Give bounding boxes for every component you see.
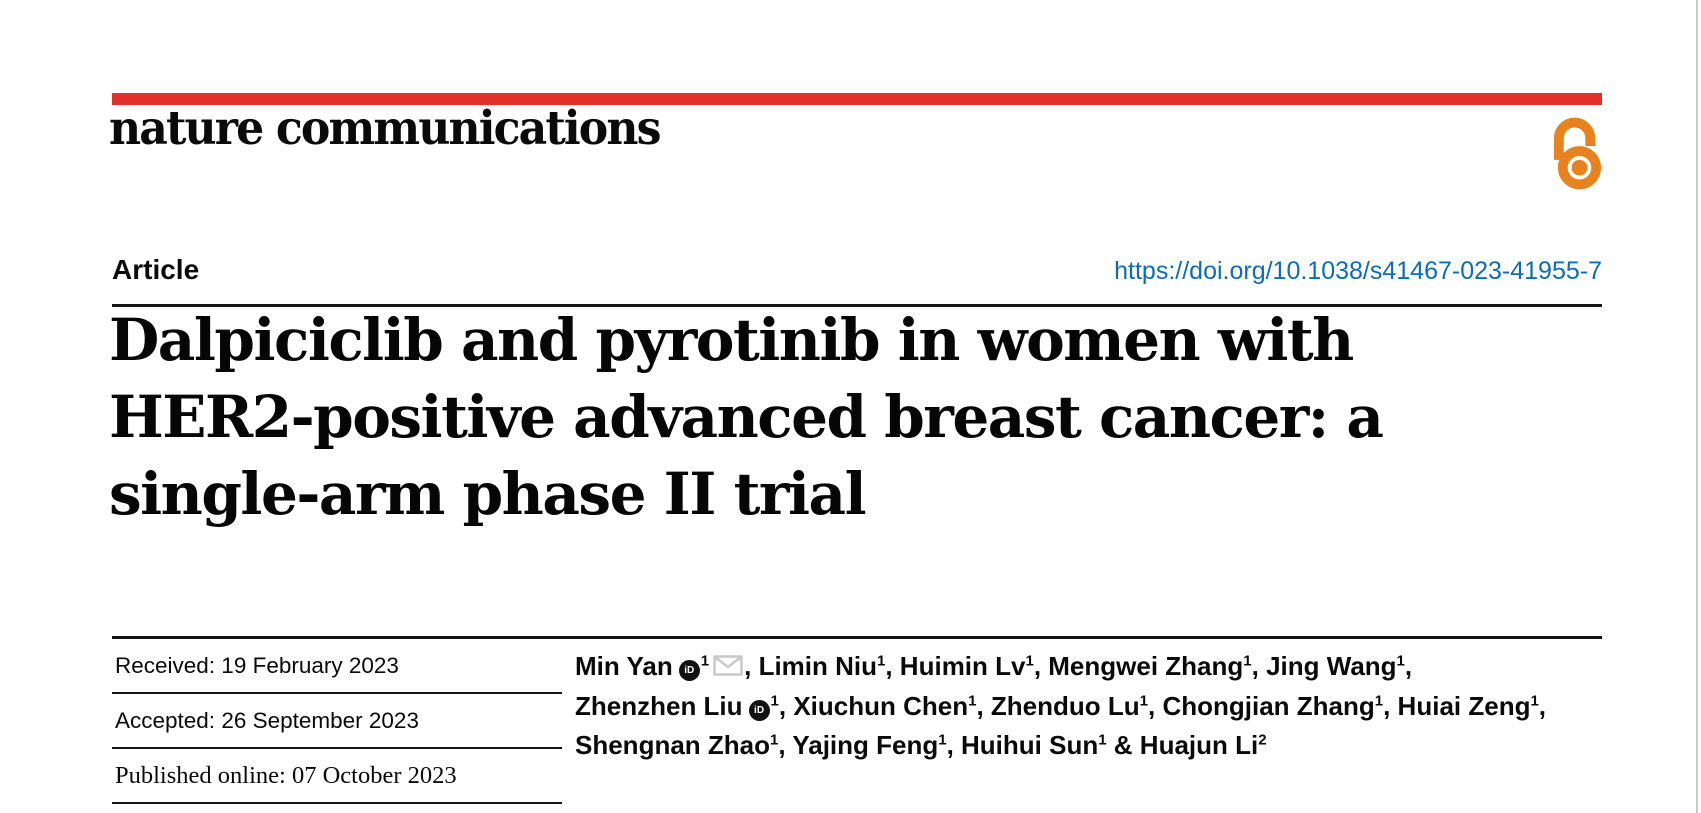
author-name-text: Min Yan [575, 651, 673, 681]
affiliation-superscript: 1 [968, 691, 977, 709]
author-name-text: , Yajing Feng [778, 730, 939, 760]
author-name-text: , Chongjian Zhang [1148, 690, 1375, 721]
affiliation-superscript: 1 [770, 691, 779, 709]
affiliation-superscript: 1 [700, 652, 710, 670]
affiliation-superscript: 1 [1025, 652, 1034, 670]
author-name-text: Zhenzhen Liu [575, 690, 743, 721]
article-type-label: Article [112, 254, 200, 285]
author-name-text: , Xiuchun Chen [778, 690, 969, 721]
author-name-text: , [1538, 690, 1547, 721]
received-date: Received: 19 February 2023 [112, 639, 562, 694]
orcid-icon[interactable]: iD [748, 699, 770, 721]
affiliation-superscript: 1 [1530, 691, 1539, 709]
author-line: Shengnan Zhao1, Yajing Feng1, Huihui Sun… [575, 726, 1605, 766]
affiliation-superscript: 1 [1243, 652, 1252, 670]
page-edge-border [1696, 0, 1698, 813]
article-info-section: Received: 19 February 2023 Accepted: 26 … [112, 636, 1602, 808]
author-name-text: , Mengwei Zhang [1033, 651, 1244, 681]
author-name-text: , Huiai Zeng [1383, 690, 1531, 721]
doi-link[interactable]: https://doi.org/10.1038/s41467-023-41955… [1114, 257, 1602, 285]
author-name-text: , Huihui Sun [946, 730, 1099, 760]
author-name-text: , [1404, 651, 1413, 681]
paper-title-line: single-arm phase II trial [109, 460, 867, 528]
email-icon[interactable] [713, 655, 743, 676]
author-name-text: & Huajun Li [1106, 730, 1259, 760]
author-name-text: , Zhenduo Lu [976, 690, 1140, 721]
info-top-rule [112, 636, 1602, 639]
affiliation-superscript: 1 [770, 731, 779, 749]
affiliation-superscript: 1 [1374, 691, 1384, 709]
orcid-icon[interactable]: iD [678, 660, 700, 682]
published-date: Published online: 07 October 2023 [112, 749, 562, 804]
affiliation-superscript: 2 [1258, 731, 1267, 749]
article-header-row: Article https://doi.org/10.1038/s41467-0… [112, 254, 1602, 286]
paper-title: Dalpiciclib and pyrotinib in women with … [109, 302, 1559, 533]
open-access-icon [1551, 114, 1604, 192]
accepted-date: Accepted: 26 September 2023 [112, 694, 562, 749]
brand-red-bar [112, 93, 1602, 105]
paper-title-line: Dalpiciclib and pyrotinib in women with [109, 306, 1354, 374]
author-list: Min Yan iD1, Limin Niu1, Huimin Lv1, Meng… [575, 647, 1605, 766]
affiliation-superscript: 1 [1139, 691, 1148, 709]
paper-title-line: HER2-positive advanced breast cancer: a [109, 383, 1384, 451]
author-name-text: Shengnan Zhao [575, 730, 770, 760]
history-dates: Received: 19 February 2023 Accepted: 26 … [112, 639, 562, 804]
header-divider-rule [112, 304, 1602, 307]
author-name-text: , Jing Wang [1251, 651, 1397, 681]
author-line: Zhenzhen Liu iD1, Xiuchun Chen1, Zhenduo … [575, 687, 1605, 727]
affiliation-superscript: 1 [938, 731, 947, 749]
author-name-text: , Limin Niu [744, 651, 878, 681]
affiliation-superscript: 1 [1396, 652, 1405, 670]
author-line: Min Yan iD1, Limin Niu1, Huimin Lv1, Meng… [575, 647, 1605, 687]
author-name-text: , Huimin Lv [885, 651, 1026, 681]
affiliation-superscript: 1 [1098, 731, 1107, 749]
affiliation-superscript: 1 [877, 652, 886, 670]
journal-logo: nature communications [109, 101, 662, 156]
